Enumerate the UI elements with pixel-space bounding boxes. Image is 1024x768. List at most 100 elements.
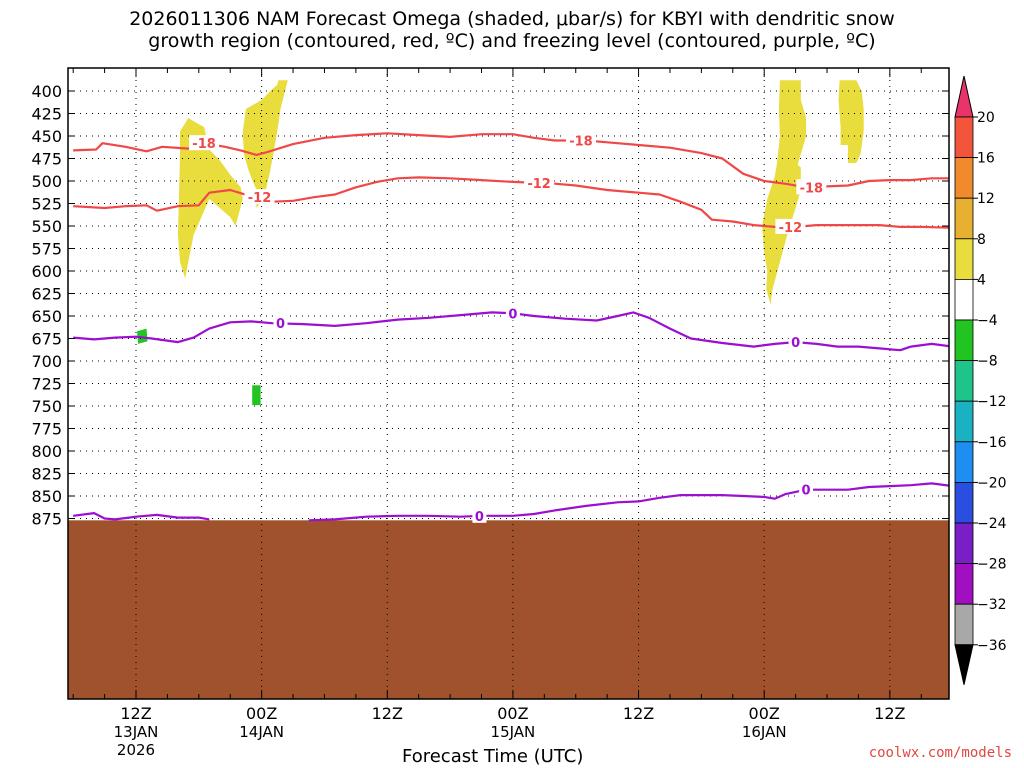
y-tick-label-825: 825	[31, 465, 62, 484]
x-tick-date-6: 13JAN	[114, 723, 159, 741]
contour-label-bg	[565, 132, 596, 148]
y-tick-label-850: 850	[31, 487, 62, 506]
contour-label-1-1: -12	[527, 177, 551, 192]
colorbar-label-13: −36	[977, 638, 1007, 654]
temperature-contours: -18 -18 -18 -12 -12 -12 0 0 0 0 0	[73, 132, 949, 525]
x-tick-year-6: 2026	[117, 741, 155, 759]
colorbar-box-8	[954, 400, 974, 443]
omega-region-3	[838, 80, 864, 163]
title-line-1: 2026011306 NAM Forecast Omega (shaded, μ…	[129, 8, 895, 30]
x-tick-label-78: 12Z	[874, 704, 905, 723]
omega-region-1	[242, 80, 288, 208]
omega-shading	[137, 80, 864, 406]
y-tick-label-400: 400	[31, 82, 62, 101]
omega-region-2	[762, 80, 807, 305]
contour-label-bg	[244, 189, 275, 205]
contour-2	[73, 311, 949, 352]
y-tick-label-875: 875	[31, 510, 62, 529]
y-tick-label-475: 475	[31, 150, 62, 169]
contour-label-bg	[796, 179, 827, 195]
x-tick-label-54: 12Z	[623, 704, 654, 723]
x-tick-date-66: 16JAN	[742, 723, 787, 741]
colorbar-box-4	[954, 238, 974, 280]
contour-label-0-0: -18	[192, 137, 216, 152]
contour-label-bg	[505, 305, 520, 321]
colorbar-label-12: −32	[977, 597, 1007, 613]
x-tick-label-6: 12Z	[120, 704, 151, 723]
colorbar-label-0: 20	[977, 110, 995, 126]
contour-4	[308, 482, 949, 522]
y-tick-label-525: 525	[31, 195, 62, 214]
omega-region-5	[252, 385, 261, 406]
contour-label-bg	[775, 218, 806, 234]
colorbar-label-2: 12	[977, 191, 995, 207]
contour-label-2-0: 0	[276, 317, 285, 332]
colorbar-label-11: −28	[977, 557, 1007, 573]
x-tick-date-18: 14JAN	[239, 723, 284, 741]
colorbar-box-13	[954, 603, 974, 646]
colorbar-box-9	[954, 441, 974, 483]
colorbar-box-12	[954, 563, 974, 605]
y-tick-label-550: 550	[31, 217, 62, 236]
colorbar-box-1	[954, 116, 974, 158]
contour-label-1-2: -12	[779, 221, 803, 236]
y-tick-label-675: 675	[31, 330, 62, 349]
y-tick-label-450: 450	[31, 127, 62, 146]
colorbar-box-2	[954, 157, 974, 199]
contour-label-bg	[189, 135, 220, 151]
colorbar-label-4: 4	[977, 272, 986, 288]
colorbar-label-5: −4	[977, 313, 998, 329]
colorbar-label-3: 8	[977, 232, 986, 248]
colorbar-label-7: −12	[977, 394, 1007, 410]
colorbar-box-11	[954, 522, 974, 564]
contour-label-0-1: -18	[569, 135, 593, 150]
x-tick-label-18: 00Z	[246, 704, 277, 723]
terrain-ground	[68, 520, 949, 699]
colorbar-label-6: −8	[977, 354, 998, 370]
colorbar-box-3	[954, 197, 974, 240]
axes: 400 425 450 475 500 525 550 575 600 625 650 675 700 7…	[31, 67, 950, 759]
x-tick-label-66: 00Z	[749, 704, 780, 723]
y-tick-label-750: 750	[31, 397, 62, 416]
x-tick-label-42: 00Z	[497, 704, 528, 723]
contour-label-2-1: 0	[508, 307, 517, 322]
contour-label-bg	[524, 174, 555, 190]
x-tick-date-42: 15JAN	[491, 723, 536, 741]
colorbar-bottom-arrow	[954, 644, 974, 685]
y-tick-label-700: 700	[31, 352, 62, 371]
colorbar-label-8: −16	[977, 435, 1007, 451]
contour-label-1-0: -12	[248, 191, 272, 206]
contour-label-2-2: 0	[791, 336, 800, 351]
contour-label-4-1: 0	[802, 484, 811, 499]
y-tick-label-800: 800	[31, 442, 62, 461]
contour-label-bg	[273, 315, 288, 331]
colorbar-box-10	[954, 481, 974, 524]
y-tick-label-600: 600	[31, 262, 62, 281]
contour-label-0-2: -18	[800, 181, 824, 196]
y-tick-label-725: 725	[31, 375, 62, 394]
colorbar-box-7	[954, 360, 974, 402]
colorbar-label-9: −20	[977, 475, 1007, 491]
y-tick-label-425: 425	[31, 105, 62, 124]
terrain-strip	[68, 520, 949, 699]
contour-label-bg	[788, 334, 803, 350]
colorbar-label-10: −24	[977, 516, 1007, 532]
x-tick-label-30: 12Z	[372, 704, 403, 723]
omega-colorbar: 20 16 12 8 4 −4 −8 −12 −16 −20 −24 −28 −32 −36	[954, 75, 1007, 685]
contour-label-4-0: 0	[475, 510, 484, 525]
chart-title: 2026011306 NAM Forecast Omega (shaded, μ…	[0, 8, 1024, 52]
omega-region-4	[137, 328, 148, 344]
y-tick-label-650: 650	[31, 307, 62, 326]
colorbar-box-5	[954, 278, 974, 321]
colorbar-label-1: 16	[977, 151, 995, 167]
colorbar-box-6	[954, 319, 974, 361]
source-credit: coolwx.com/models	[868, 745, 1012, 761]
contour-3	[73, 512, 210, 521]
x-axis-title: Forecast Time (UTC)	[402, 746, 584, 767]
contour-label-bg	[472, 507, 487, 523]
y-tick-label-625: 625	[31, 285, 62, 304]
y-tick-label-500: 500	[31, 172, 62, 191]
colorbar-top-arrow	[954, 75, 974, 118]
title-line-2: growth region (contoured, red, ºC) and f…	[148, 30, 876, 52]
